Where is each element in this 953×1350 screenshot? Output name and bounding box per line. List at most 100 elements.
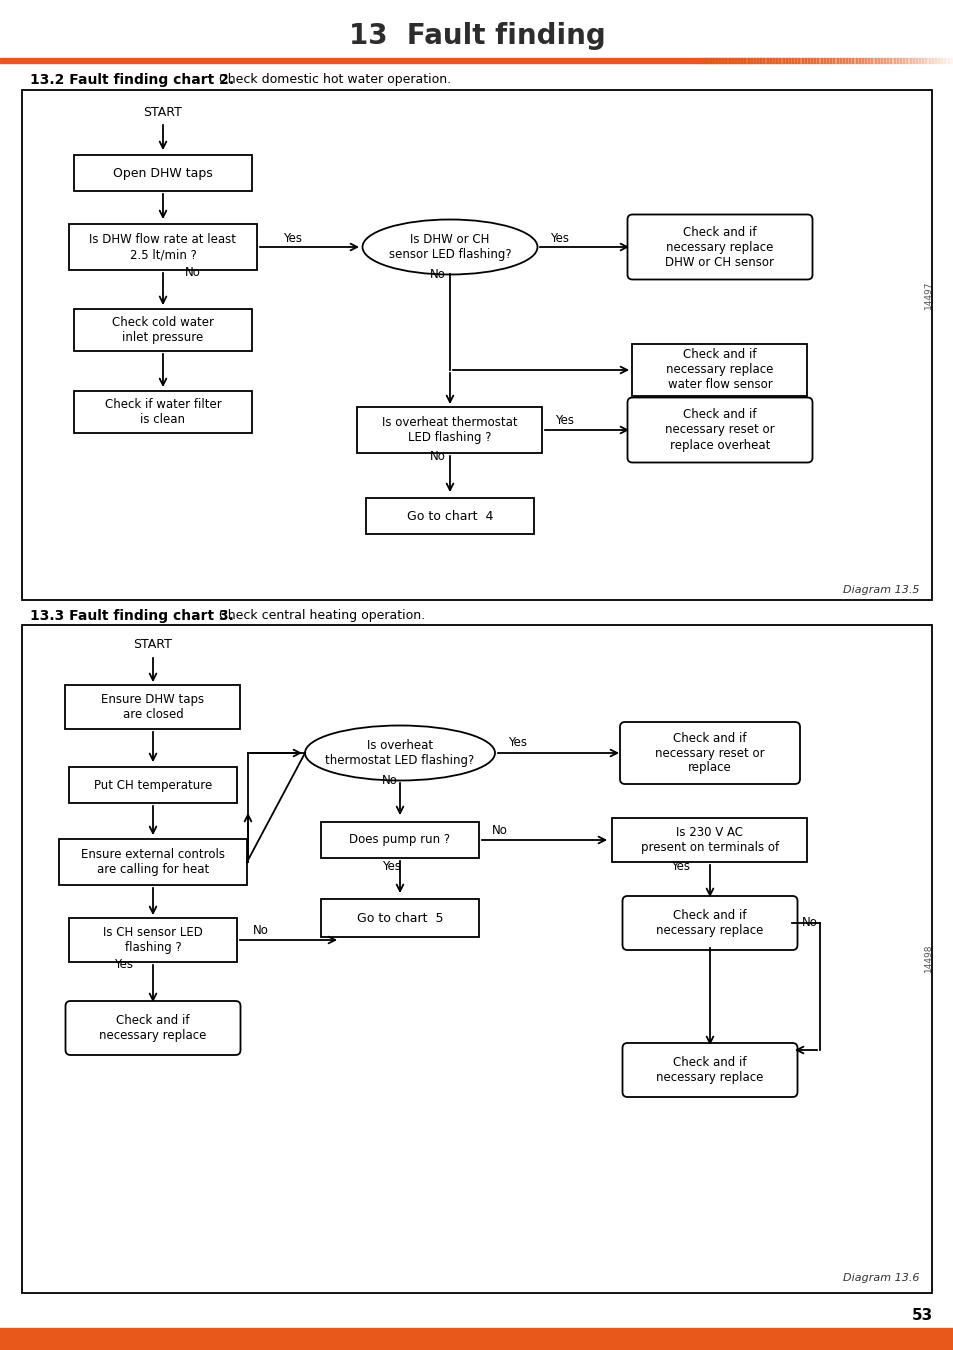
Bar (766, 58, 770, 63)
Bar (833, 58, 837, 63)
Bar (791, 58, 796, 63)
Text: No: No (381, 774, 397, 787)
Bar (899, 58, 903, 63)
Bar (74, 155, 252, 190)
Bar (712, 58, 716, 63)
Bar (823, 58, 827, 63)
Bar (74, 309, 252, 351)
Bar (858, 58, 862, 63)
Bar (924, 58, 928, 63)
Bar (69, 918, 236, 963)
Bar (877, 58, 882, 63)
Bar (880, 58, 884, 63)
Text: No: No (801, 917, 817, 930)
Bar (874, 58, 878, 63)
Bar (709, 58, 713, 63)
Bar (719, 58, 722, 63)
Bar (804, 58, 808, 63)
Text: 13.3 Fault finding chart 3.: 13.3 Fault finding chart 3. (30, 609, 233, 622)
Bar (915, 58, 919, 63)
Text: Check and if
necessary replace
DHW or CH sensor: Check and if necessary replace DHW or CH… (665, 225, 774, 269)
Bar (807, 58, 811, 63)
Bar (861, 58, 865, 63)
FancyBboxPatch shape (627, 215, 812, 279)
Text: 14497: 14497 (923, 281, 931, 309)
Bar (779, 58, 782, 63)
Bar (740, 58, 744, 63)
Bar (366, 498, 534, 535)
Text: Yes: Yes (508, 737, 527, 749)
Text: No: No (430, 451, 445, 463)
Bar (820, 58, 824, 63)
Bar (715, 58, 720, 63)
Text: Is overheat
thermostat LED flashing?: Is overheat thermostat LED flashing? (325, 738, 475, 767)
Ellipse shape (305, 725, 495, 780)
Bar (769, 58, 773, 63)
Bar (867, 58, 872, 63)
Bar (747, 58, 751, 63)
Bar (810, 58, 815, 63)
Text: Yes: Yes (550, 231, 569, 244)
Text: Is CH sensor LED
flashing ?: Is CH sensor LED flashing ? (103, 926, 203, 954)
Bar (760, 58, 763, 63)
Bar (69, 224, 256, 270)
Text: Check and if
necessary reset or
replace: Check and if necessary reset or replace (655, 732, 764, 775)
Text: Yes: Yes (555, 414, 574, 428)
Bar (829, 58, 834, 63)
Text: Yes: Yes (113, 958, 132, 972)
Text: Check cold water
inlet pressure: Check cold water inlet pressure (112, 316, 213, 344)
Text: Go to chart  4: Go to chart 4 (406, 509, 493, 522)
Bar (731, 58, 735, 63)
Bar (612, 818, 806, 863)
Text: Is overheat thermostat
LED flashing ?: Is overheat thermostat LED flashing ? (382, 416, 517, 444)
Bar (74, 392, 252, 433)
Bar (814, 58, 818, 63)
Text: Ensure DHW taps
are closed: Ensure DHW taps are closed (101, 693, 204, 721)
Text: Ensure external controls
are calling for heat: Ensure external controls are calling for… (81, 848, 225, 876)
Bar (946, 58, 951, 63)
Bar (845, 58, 849, 63)
Text: Put CH temperature: Put CH temperature (93, 779, 212, 791)
Text: Check and if
necessary replace: Check and if necessary replace (656, 909, 763, 937)
Text: Check if water filter
is clean: Check if water filter is clean (105, 398, 221, 427)
Text: Check and if
necessary reset or
replace overheat: Check and if necessary reset or replace … (664, 409, 774, 451)
Bar (776, 58, 780, 63)
Bar (0, 1328, 953, 1350)
Text: START: START (143, 105, 182, 119)
Text: Is DHW flow rate at least
2.5 lt/min ?: Is DHW flow rate at least 2.5 lt/min ? (90, 234, 236, 261)
Text: Check and if
necessary replace: Check and if necessary replace (656, 1056, 763, 1084)
Bar (842, 58, 846, 63)
Bar (864, 58, 868, 63)
Text: Yes: Yes (670, 860, 689, 872)
Bar (788, 58, 792, 63)
Text: No: No (253, 923, 269, 937)
Bar (801, 58, 805, 63)
Bar (0, 58, 700, 63)
Text: 14498: 14498 (923, 944, 931, 972)
Bar (22, 625, 931, 1293)
Bar (700, 58, 703, 63)
Bar (724, 58, 729, 63)
Text: Is 230 V AC
present on terminals of: Is 230 V AC present on terminals of (640, 826, 779, 855)
Bar (896, 58, 900, 63)
Text: Yes: Yes (381, 860, 400, 873)
Text: Check domestic hot water operation.: Check domestic hot water operation. (211, 73, 451, 86)
Bar (826, 58, 830, 63)
Bar (937, 58, 942, 63)
Text: Diagram 13.5: Diagram 13.5 (842, 585, 919, 595)
Bar (702, 58, 706, 63)
Text: 13  Fault finding: 13 Fault finding (348, 22, 605, 50)
Bar (908, 58, 913, 63)
Bar (66, 684, 240, 729)
Bar (902, 58, 906, 63)
Bar (927, 58, 932, 63)
Bar (320, 822, 478, 859)
FancyBboxPatch shape (66, 1000, 240, 1054)
Bar (762, 58, 767, 63)
Bar (781, 58, 786, 63)
Text: Check and if
necessary replace
water flow sensor: Check and if necessary replace water flo… (665, 348, 773, 392)
Bar (785, 58, 789, 63)
Bar (922, 58, 925, 63)
Bar (798, 58, 801, 63)
Text: Is DHW or CH
sensor LED flashing?: Is DHW or CH sensor LED flashing? (388, 234, 511, 261)
